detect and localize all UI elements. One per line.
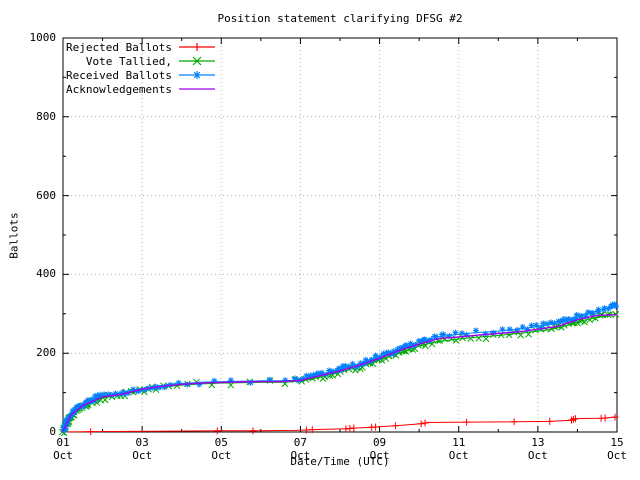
y-tick-label-1000: 1000 bbox=[29, 31, 57, 44]
series-markers-received-ballots bbox=[60, 301, 620, 434]
x-tick-label-11-oct: 11 Oct bbox=[448, 436, 469, 462]
x-tick-label-09-oct: 09 Oct bbox=[369, 436, 390, 462]
chart-title: Position statement clarifying DFSG #2 bbox=[217, 12, 463, 25]
legend: Rejected Ballots Vote Tallied, Received … bbox=[66, 40, 217, 96]
legend-label-received-ballots: Received Ballots bbox=[66, 68, 172, 82]
x-tick-label-13-oct: 13 Oct bbox=[527, 436, 548, 462]
y-tick-label-800: 800 bbox=[36, 109, 56, 123]
x-tick-label-03-oct: 03 Oct bbox=[132, 436, 153, 462]
y-tick-label-600: 600 bbox=[36, 188, 56, 202]
y-tick-label-200: 200 bbox=[36, 346, 56, 360]
legend-line-icon bbox=[177, 83, 217, 95]
series-markers-rejected-ballots bbox=[87, 413, 619, 436]
legend-label-vote-tallied: Vote Tallied, bbox=[85, 54, 172, 68]
x-tick-label-07-oct: 07 Oct bbox=[290, 436, 311, 462]
y-tick-label-400: 400 bbox=[36, 267, 56, 281]
legend-line-cross-marker-icon bbox=[177, 55, 217, 67]
x-tick-label-15-oct: 15 Oct bbox=[607, 436, 627, 462]
grid-lines bbox=[63, 38, 617, 432]
legend-line-asterisk-marker-icon bbox=[177, 69, 217, 81]
y-tick-label-0: 0 bbox=[49, 425, 56, 438]
legend-label-acknowledgements: Acknowledgements bbox=[66, 82, 172, 96]
legend-row-acknowledgements: Acknowledgements bbox=[66, 82, 217, 96]
series-line-acknowledgements bbox=[62, 313, 618, 432]
legend-row-tallied: Vote Tallied, bbox=[66, 54, 217, 68]
legend-label-rejected-ballots: Rejected Ballots bbox=[66, 40, 172, 54]
x-axis-label: Date/Time (UTC) bbox=[290, 455, 390, 468]
x-tick-label-01-oct: 01 Oct bbox=[53, 436, 73, 462]
legend-row-rejected: Rejected Ballots bbox=[66, 40, 217, 54]
x-tick-label-05-oct: 05 Oct bbox=[211, 436, 232, 462]
legend-line-plus-marker-icon bbox=[177, 41, 217, 53]
plot-border bbox=[62, 37, 618, 433]
legend-row-received: Received Ballots bbox=[66, 68, 217, 82]
axis-ticks bbox=[62, 37, 618, 433]
